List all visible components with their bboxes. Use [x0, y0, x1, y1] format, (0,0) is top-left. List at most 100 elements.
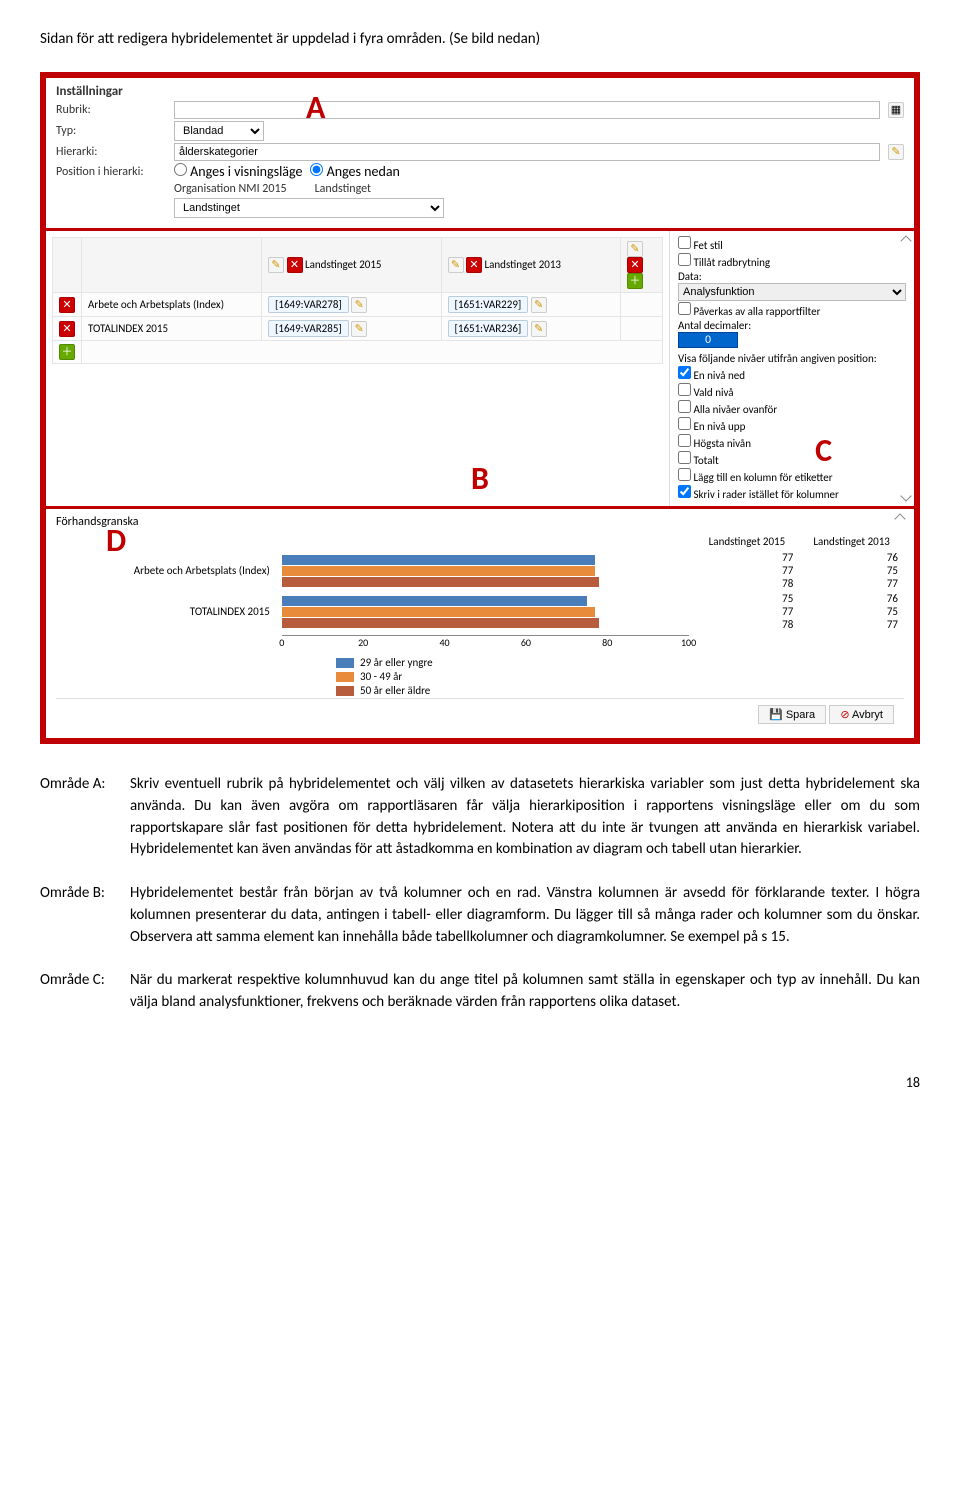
row2-col2-var[interactable]: [1651:VAR236] [448, 320, 529, 337]
hierarki-edit-icon[interactable]: ✎ [888, 144, 904, 160]
desc-c-text: När du markerat respektive kolumnhuvud k… [130, 970, 920, 1014]
dec-label: Antal decimaler: [678, 319, 906, 332]
region-b: B ✎ ✕ Landstinget 2015 ✎ ✕ Landstinget 2… [46, 231, 669, 506]
chart-legend: 29 år eller yngre 30 - 49 år 50 år eller… [336, 656, 904, 697]
tick: 100 [681, 636, 696, 649]
opt-5[interactable]: Högsta nivån [678, 434, 906, 450]
col1-del-icon[interactable]: ✕ [287, 257, 303, 273]
opt-paverkas[interactable]: Påverkas av alla rapportfilter [678, 302, 906, 318]
lands-select[interactable]: Landstinget [174, 198, 444, 218]
val: 75 [805, 605, 898, 618]
col2-del-icon[interactable]: ✕ [466, 257, 482, 273]
row1-col1-var[interactable]: [1649:VAR278] [268, 296, 349, 313]
hierarki-label: Hierarki: [56, 145, 166, 159]
region-a: A Inställningar Rubrik: ▦ Typ: Blandad H… [43, 75, 917, 231]
legend-1: 29 år eller yngre [360, 656, 433, 669]
radio2-label: Anges nedan [327, 163, 400, 180]
lands-label: Landstinget [315, 182, 371, 196]
col-add-icon[interactable]: ＋ [627, 273, 643, 289]
label-b: B [471, 459, 489, 498]
col1-header: Landstinget 2015 [305, 258, 382, 271]
region-d: D Förhandsgranska Landstinget 2015 Lands… [43, 509, 917, 741]
row-add-icon[interactable]: ＋ [59, 344, 75, 360]
row1c2-edit-icon[interactable]: ✎ [531, 297, 547, 313]
pv-row1-label: Arbete och Arbetsplats (Index) [56, 550, 276, 591]
desc-b-label: Område B: [40, 883, 130, 948]
row2-col1-var[interactable]: [1649:VAR285] [268, 320, 349, 337]
col2-header: Landstinget 2013 [485, 258, 562, 271]
table-row: ✕ Arbete och Arbetsplats (Index) [1649:V… [53, 293, 663, 317]
typ-label: Typ: [56, 124, 166, 138]
val: 76 [805, 592, 898, 605]
col2-edit-icon[interactable]: ✎ [448, 257, 464, 273]
opt-7[interactable]: Lägg till en kolumn för etiketter [678, 468, 906, 484]
col1-edit-icon[interactable]: ✎ [268, 257, 284, 273]
rubrik-icon[interactable]: ▦ [888, 102, 904, 118]
descriptions: Område A: Skriv eventuell rubrik på hybr… [40, 774, 920, 1014]
opt-2[interactable]: Vald nivå [678, 383, 906, 399]
tick: 80 [602, 636, 612, 649]
col-del-icon[interactable]: ✕ [627, 257, 643, 273]
cancel-button[interactable]: ⊘ Avbryt [829, 705, 894, 724]
opt-fet[interactable]: Fet stil [678, 236, 906, 252]
visa-label: Visa följande nivåer utifrån angiven pos… [678, 352, 906, 365]
label-a: A [306, 88, 325, 127]
opt-3[interactable]: Alla nivåer ovanför [678, 400, 906, 416]
table-row: ＋ [53, 341, 663, 364]
row2c2-edit-icon[interactable]: ✎ [531, 321, 547, 337]
radio-visning[interactable]: Anges i visningsläge [174, 163, 302, 180]
tick: 60 [521, 636, 531, 649]
settings-title: Inställningar [56, 84, 904, 99]
swatch-2 [336, 672, 354, 682]
region-bc: B ✎ ✕ Landstinget 2015 ✎ ✕ Landstinget 2… [43, 231, 917, 509]
tick: 40 [439, 636, 449, 649]
screenshot-container: A Inställningar Rubrik: ▦ Typ: Blandad H… [40, 72, 920, 744]
rubrik-input[interactable] [174, 101, 880, 119]
val: 75 [701, 592, 794, 605]
row1-del-icon[interactable]: ✕ [59, 297, 75, 313]
opt-4[interactable]: En nivå upp [678, 417, 906, 433]
label-c: C [815, 431, 832, 470]
dec-input[interactable] [678, 332, 738, 348]
save-button[interactable]: 💾 Spara [758, 705, 826, 724]
val: 77 [701, 551, 794, 564]
label-d: D [106, 521, 126, 560]
val: 77 [805, 577, 898, 590]
opt-tillat[interactable]: Tillåt radbrytning [678, 253, 906, 269]
opt-8[interactable]: Skriv i rader istället för kolumner [678, 485, 906, 501]
val: 78 [701, 618, 794, 631]
row2c1-edit-icon[interactable]: ✎ [351, 321, 367, 337]
data-select[interactable]: Analysfunktion [678, 283, 906, 301]
data-label: Data: [678, 270, 906, 283]
row1c1-edit-icon[interactable]: ✎ [351, 297, 367, 313]
radio1-label: Anges i visningsläge [190, 163, 302, 180]
x-axis: 0 20 40 60 80 100 [282, 635, 689, 649]
opt-6[interactable]: Totalt [678, 451, 906, 467]
footer-buttons: 💾 Spara ⊘ Avbryt [56, 698, 904, 730]
row2-del-icon[interactable]: ✕ [59, 321, 75, 337]
desc-a-text: Skriv eventuell rubrik på hybridelemente… [130, 774, 920, 861]
preview-title: Förhandsgranska [56, 515, 904, 529]
val: 77 [805, 618, 898, 631]
val: 76 [805, 551, 898, 564]
org-label: Organisation NMI 2015 [174, 182, 287, 196]
legend-2: 30 - 49 år [360, 670, 402, 683]
row1-col2-var[interactable]: [1651:VAR229] [448, 296, 529, 313]
pv-h1: Landstinget 2015 [695, 533, 800, 550]
desc-a-label: Område A: [40, 774, 130, 861]
preview-table: Landstinget 2015 Landstinget 2013 Arbete… [56, 533, 904, 650]
swatch-1 [336, 658, 354, 668]
desc-b-text: Hybridelementet består från början av tv… [130, 883, 920, 948]
hierarki-input[interactable] [174, 143, 880, 161]
pos-label: Position i hierarki: [56, 165, 166, 179]
desc-c-label: Område C: [40, 970, 130, 1014]
col-edit-icon[interactable]: ✎ [627, 241, 643, 257]
typ-select[interactable]: Blandad [174, 121, 264, 141]
swatch-3 [336, 686, 354, 696]
row2-label: TOTALINDEX 2015 [82, 317, 262, 341]
radio-nedan[interactable]: Anges nedan [310, 163, 399, 180]
pv-row2-label: TOTALINDEX 2015 [56, 591, 276, 632]
intro-text: Sidan för att redigera hybridelementet ä… [40, 30, 920, 48]
opt-1[interactable]: En nivå ned [678, 366, 906, 382]
row1-label: Arbete och Arbetsplats (Index) [82, 293, 262, 317]
